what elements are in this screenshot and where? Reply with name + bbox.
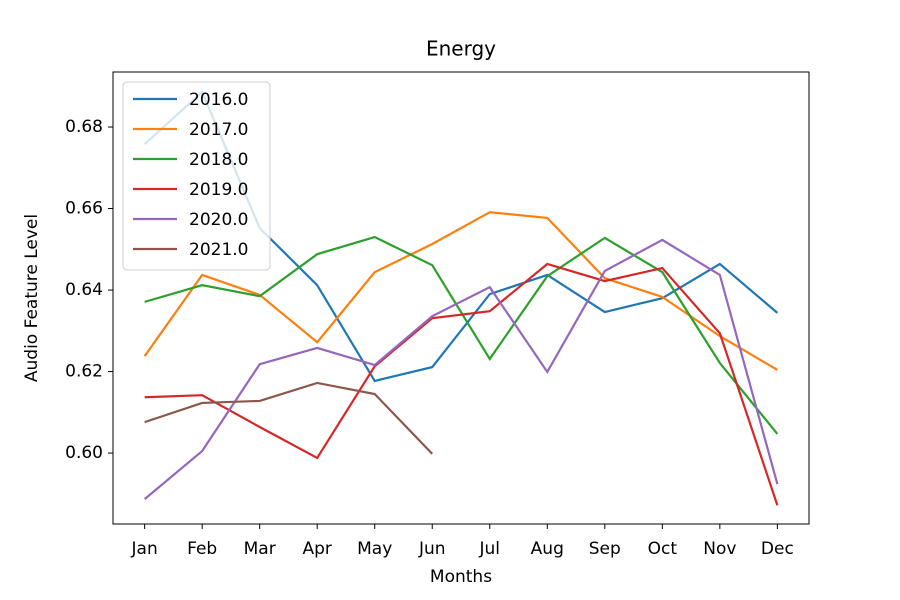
legend-label: 2021.0 <box>189 240 248 260</box>
y-tick-label: 0.68 <box>65 117 103 137</box>
x-tick-label: Sep <box>589 539 621 559</box>
x-tick-label: Apr <box>302 539 331 559</box>
series-line <box>144 381 434 455</box>
y-tick-label: 0.66 <box>65 199 103 219</box>
series-line <box>143 238 779 500</box>
series-line <box>144 262 779 506</box>
legend-label: 2020.0 <box>189 210 248 230</box>
y-tick-label: 0.64 <box>65 280 103 300</box>
legend-label: 2018.0 <box>189 150 248 170</box>
legend-label: 2016.0 <box>189 90 248 110</box>
x-tick-label: Nov <box>703 539 736 559</box>
x-tick-label: May <box>357 539 392 559</box>
x-tick-label: Mar <box>244 539 276 559</box>
plot-frame <box>112 71 810 525</box>
y-tick-label: 0.60 <box>65 443 103 463</box>
x-tick-label: Jun <box>418 539 446 559</box>
chart-title: Energy <box>426 37 496 61</box>
x-axis-label: Months <box>430 567 492 587</box>
x-tick-label: Aug <box>531 539 564 559</box>
series-line <box>143 211 778 371</box>
legend-label: 2017.0 <box>189 120 248 140</box>
x-tick-label: Dec <box>761 539 794 559</box>
y-tick-label: 0.62 <box>65 362 103 382</box>
x-tick-label: Jan <box>131 539 158 559</box>
series-line <box>144 235 779 435</box>
x-tick-label: Oct <box>648 539 678 559</box>
x-tick-label: Feb <box>187 539 217 559</box>
legend-label: 2019.0 <box>189 180 248 200</box>
x-tick-label: Jul <box>479 539 501 559</box>
y-axis-label: Audio Feature Level <box>22 214 42 382</box>
